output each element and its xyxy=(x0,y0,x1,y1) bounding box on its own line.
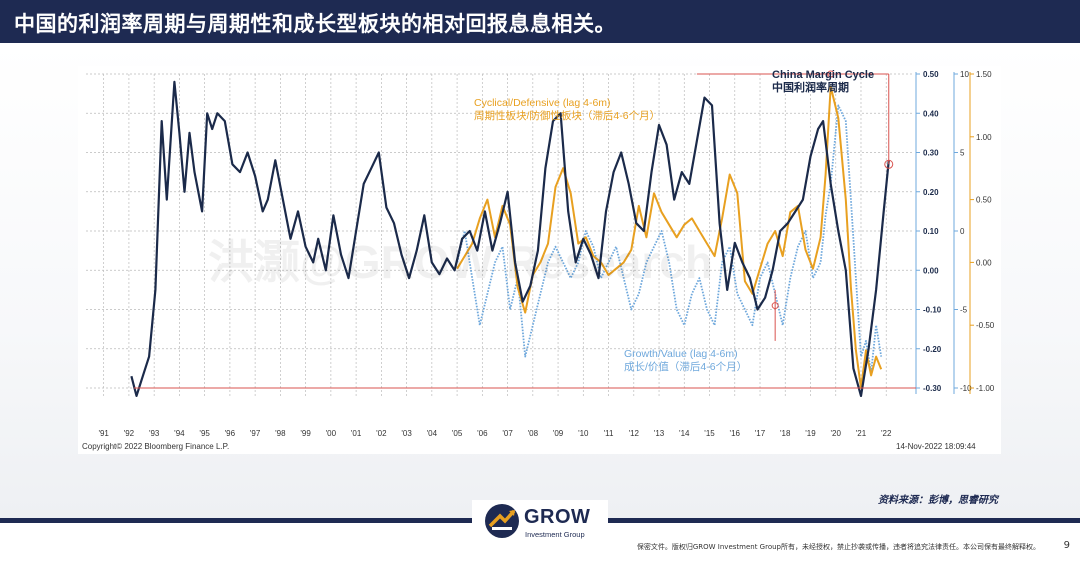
x-tick-label: '02 xyxy=(376,429,387,438)
timestamp-text: 14-Nov-2022 18:09:44 xyxy=(896,442,976,451)
y-middle-tick-label: -10 xyxy=(960,384,972,393)
x-tick-label: '18 xyxy=(780,429,791,438)
series-layer xyxy=(130,80,890,397)
x-tick-label: '10 xyxy=(578,429,589,438)
x-tick-label: '13 xyxy=(654,429,665,438)
series-label-cyclical-cn: 周期性板块/防御性板块（滞后4-6个月） xyxy=(474,109,660,122)
x-tick-label: '04 xyxy=(427,429,438,438)
chart-frame: '91 '92 '93 '94 '95 '96 '97 '98 '99 '00 '01 '02 '03 '… xyxy=(78,66,1001,454)
y-outer-tick-label: 0.50 xyxy=(976,196,992,205)
x-tick-label: '15 xyxy=(704,429,715,438)
x-tick-label: '21 xyxy=(856,429,867,438)
x-tick-label: '98 xyxy=(275,429,286,438)
page-number: 9 xyxy=(1063,540,1070,551)
x-tick-label: '07 xyxy=(502,429,513,438)
watermark: 洪灏@GROW Research xyxy=(208,236,713,288)
y-inner-tick-label: -0.10 xyxy=(923,306,942,315)
y-inner-tick-label: 0.10 xyxy=(923,227,939,236)
logo-mark-icon xyxy=(485,504,519,538)
axis-layer: '91 '92 '93 '94 '95 '96 '97 '98 '99 '00 '01 '02 '03 '… xyxy=(98,70,994,438)
y-outer-tick-label: -0.50 xyxy=(976,321,995,330)
y-outer-tick-label: 1.00 xyxy=(976,133,992,142)
x-tick-label: '12 xyxy=(629,429,640,438)
x-tick-label: '99 xyxy=(300,429,311,438)
y-middle-tick-label: -5 xyxy=(960,306,968,315)
series-line-margin-cycle xyxy=(130,80,890,397)
series-label-growth-cn: 成长/价值（滞后4-6个月） xyxy=(624,360,747,373)
disclaimer-text: 保密文件。版权归GROW Investment Group所有，未经授权，禁止抄… xyxy=(636,543,1040,551)
y-middle-tick-label: 10 xyxy=(960,70,969,79)
y-inner-tick-label: 0.00 xyxy=(923,266,939,275)
y-inner-tick-label: 0.30 xyxy=(923,149,939,158)
y-inner-tick-label: 0.50 xyxy=(923,70,939,79)
y-inner-tick-label: -0.30 xyxy=(923,384,942,393)
series-label-growth-en: Growth/Value (lag 4-6m) xyxy=(624,348,738,360)
y-inner-tick-label: 0.40 xyxy=(923,109,939,118)
source-note: 资料来源：彭博，思睿研究 xyxy=(878,495,998,506)
grow-logo: GROW Investment Group xyxy=(472,500,608,544)
x-tick-label: '93 xyxy=(149,429,160,438)
x-tick-label: '03 xyxy=(401,429,412,438)
x-tick-label: '00 xyxy=(326,429,337,438)
x-tick-label: '92 xyxy=(124,429,135,438)
y-middle-tick-label: 0 xyxy=(960,227,965,236)
copyright-text: Copyright© 2022 Bloomberg Finance L.P. xyxy=(82,442,229,451)
x-tick-label: '20 xyxy=(831,429,842,438)
series-line-growth-value xyxy=(456,104,883,374)
x-tick-label: '96 xyxy=(225,429,236,438)
x-tick-label: '14 xyxy=(679,429,690,438)
y-inner-tick-label: -0.20 xyxy=(923,345,942,354)
annotation-layer xyxy=(133,70,916,389)
y-middle-tick-label: 5 xyxy=(960,149,965,158)
logo-text: GROW xyxy=(524,506,591,528)
y-inner-tick-label: 0.20 xyxy=(923,188,939,197)
logo-subtext: Investment Group xyxy=(525,530,585,539)
x-tick-label: '05 xyxy=(452,429,463,438)
series-label-cyclical-en: Cyclical/Defensive (lag 4-6m) xyxy=(474,97,611,109)
peak-marker-2020 xyxy=(827,70,835,78)
x-tick-label: '17 xyxy=(755,429,766,438)
latest-marker xyxy=(884,159,894,169)
x-tick-label: '11 xyxy=(604,429,614,438)
x-tick-label: '16 xyxy=(730,429,741,438)
header-bar: 中国的利润率周期与周期性和成长型板块的相对回报息息相关。 xyxy=(0,0,1080,43)
y-outer-tick-label: -1.00 xyxy=(976,384,995,393)
x-tick-label: '91 xyxy=(98,429,109,438)
x-tick-label: '97 xyxy=(250,429,261,438)
x-tick-label: '09 xyxy=(553,429,564,438)
y-outer-tick-label: 1.50 xyxy=(976,70,992,79)
x-tick-label: '95 xyxy=(199,429,210,438)
series-label-margin-cn: 中国利润率周期 xyxy=(772,80,849,94)
marker-2018 xyxy=(771,302,779,310)
y-outer-tick-label: 0.00 xyxy=(976,258,992,267)
x-tick-label: '19 xyxy=(805,429,816,438)
x-tick-label: '06 xyxy=(477,429,488,438)
margin-cycle-chart: '91 '92 '93 '94 '95 '96 '97 '98 '99 '00 '01 '02 '03 '… xyxy=(82,69,995,451)
series-label-margin-en: China Margin Cycle xyxy=(772,69,874,81)
x-tick-label: '94 xyxy=(174,429,185,438)
x-tick-label: '01 xyxy=(351,429,362,438)
page-title: 中国的利润率周期与周期性和成长型板块的相对回报息息相关。 xyxy=(14,12,616,36)
x-tick-label: '08 xyxy=(528,429,539,438)
x-tick-label: '22 xyxy=(881,429,892,438)
